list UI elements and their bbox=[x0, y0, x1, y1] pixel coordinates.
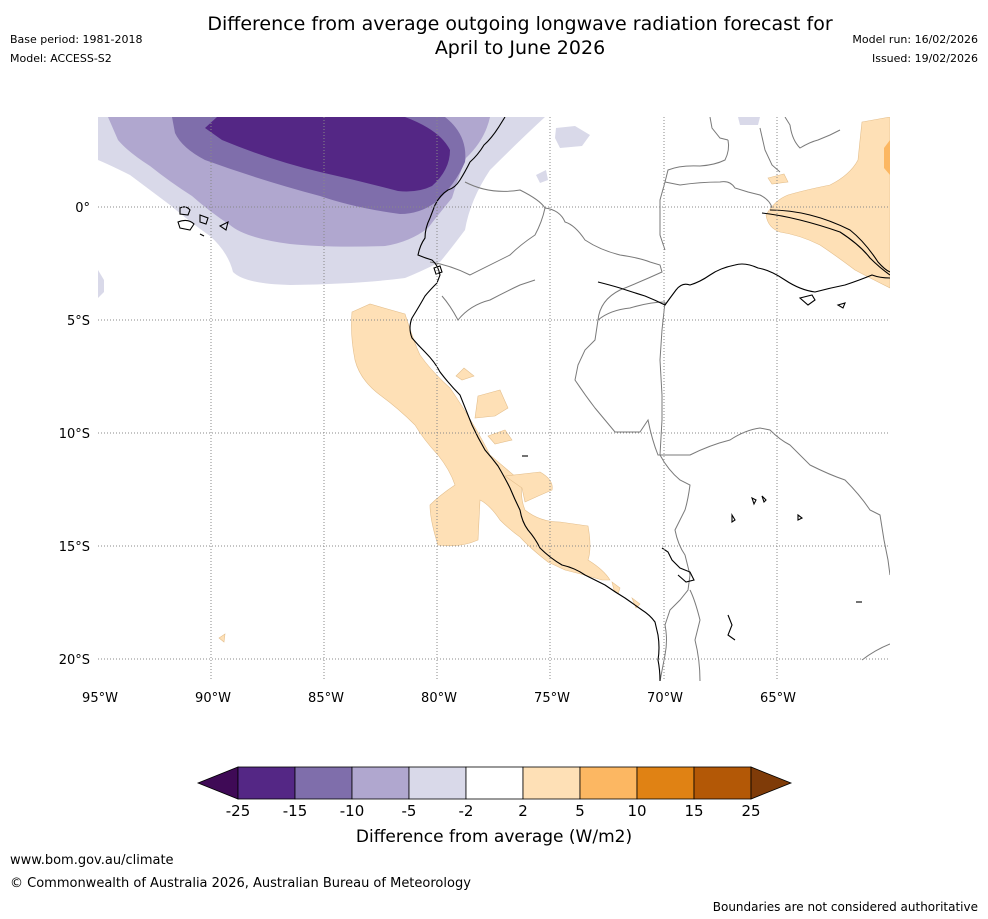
anomaly-region-neg2-west bbox=[98, 270, 104, 298]
lon-label-70w: 70°W bbox=[647, 691, 683, 706]
lon-label-95w: 95°W bbox=[82, 691, 118, 706]
colorbar-title: Difference from average (W/m2) bbox=[356, 827, 632, 847]
anomaly-region-pos2-small-f bbox=[218, 633, 226, 643]
colorbar-tick-label: 2 bbox=[518, 802, 528, 820]
gridlines bbox=[98, 117, 890, 681]
map-area bbox=[98, 117, 890, 681]
anomaly-region-neg2-small-b bbox=[536, 170, 548, 183]
website-link[interactable]: www.bom.gov.au/climate bbox=[10, 853, 174, 868]
colorbar-swatch--5-to--2 bbox=[408, 766, 467, 800]
colorbar-swatch--2-to-2 bbox=[465, 766, 524, 800]
latitude-labels: 0° 5°S 10°S 15°S 20°S bbox=[59, 201, 90, 668]
disclaimer-text: Boundaries are not considered authoritat… bbox=[712, 900, 978, 914]
model-text: Model: ACCESS-S2 bbox=[10, 52, 112, 65]
title-line-1: Difference from average outgoing longwav… bbox=[207, 13, 833, 35]
lat-label-0: 0° bbox=[75, 201, 90, 216]
colorbar-tick-label: 10 bbox=[627, 802, 646, 820]
lat-label-20s: 20°S bbox=[59, 653, 90, 668]
colorbar-swatch--25-to--15 bbox=[237, 766, 296, 800]
lat-label-10s: 10°S bbox=[59, 427, 90, 442]
anomaly-region-pos5-northeast bbox=[884, 140, 890, 175]
colorbar-tick-label: -25 bbox=[226, 802, 251, 820]
issued-text: Issued: 19/02/2026 bbox=[871, 52, 978, 65]
lon-label-75w: 75°W bbox=[534, 691, 570, 706]
coastlines bbox=[177, 117, 890, 681]
lon-label-90w: 90°W bbox=[195, 691, 231, 706]
anomaly-region-neg15 bbox=[205, 117, 450, 192]
lat-label-5s: 5°S bbox=[67, 314, 90, 329]
anomaly-region-neg2-small-a bbox=[555, 126, 590, 148]
longitude-labels: 95°W 90°W 85°W 80°W 75°W 70°W 65°W bbox=[82, 691, 796, 706]
colorbar-tick-label: 25 bbox=[741, 802, 760, 820]
base-period-text: Base period: 1981-2018 bbox=[10, 33, 143, 46]
anomaly-region-pos2-northeast-small bbox=[767, 173, 789, 185]
colorbar-swatch-10-to-15 bbox=[636, 766, 695, 800]
colorbar-extend-low bbox=[196, 766, 239, 800]
title-line-2: April to June 2026 bbox=[434, 37, 606, 59]
lon-label-80w: 80°W bbox=[421, 691, 457, 706]
colorbar-swatch--10-to--5 bbox=[351, 766, 410, 800]
colorbar-tick-label: -2 bbox=[459, 802, 474, 820]
colorbar-tick-label: -5 bbox=[402, 802, 417, 820]
copyright-text: © Commonwealth of Australia 2026, Austra… bbox=[10, 876, 471, 891]
country-boundaries bbox=[429, 117, 890, 681]
map-title: Difference from average outgoing longwav… bbox=[150, 12, 890, 60]
colorbar-swatch-5-to-10 bbox=[579, 766, 638, 800]
anomaly-region-pos2-small-b bbox=[474, 389, 509, 419]
colorbar-tick-label: 15 bbox=[684, 802, 703, 820]
lon-label-65w: 65°W bbox=[760, 691, 796, 706]
colorbar-tick-label: 5 bbox=[575, 802, 585, 820]
colorbar-extend-high bbox=[750, 766, 793, 800]
colorbar-swatch-2-to-5 bbox=[522, 766, 581, 800]
anomaly-region-pos2-small-c bbox=[487, 429, 513, 445]
anomaly-region-pos2-coast-east bbox=[504, 471, 553, 503]
colorbar-swatch-15-to-25 bbox=[693, 766, 752, 800]
lon-label-85w: 85°W bbox=[308, 691, 344, 706]
anomaly-region-pos2-small-a bbox=[455, 367, 475, 381]
anomaly-region-pos2-northeast bbox=[765, 117, 890, 289]
colorbar-tick-label: -10 bbox=[340, 802, 365, 820]
lat-label-15s: 15°S bbox=[59, 540, 90, 555]
anomaly-region-pos2-small-e bbox=[631, 597, 641, 609]
anomaly-region-neg2-small-c bbox=[738, 117, 760, 125]
model-run-text: Model run: 16/02/2026 bbox=[852, 33, 978, 46]
colorbar-swatch--15-to--10 bbox=[294, 766, 353, 800]
colorbar-tick-label: -15 bbox=[283, 802, 308, 820]
